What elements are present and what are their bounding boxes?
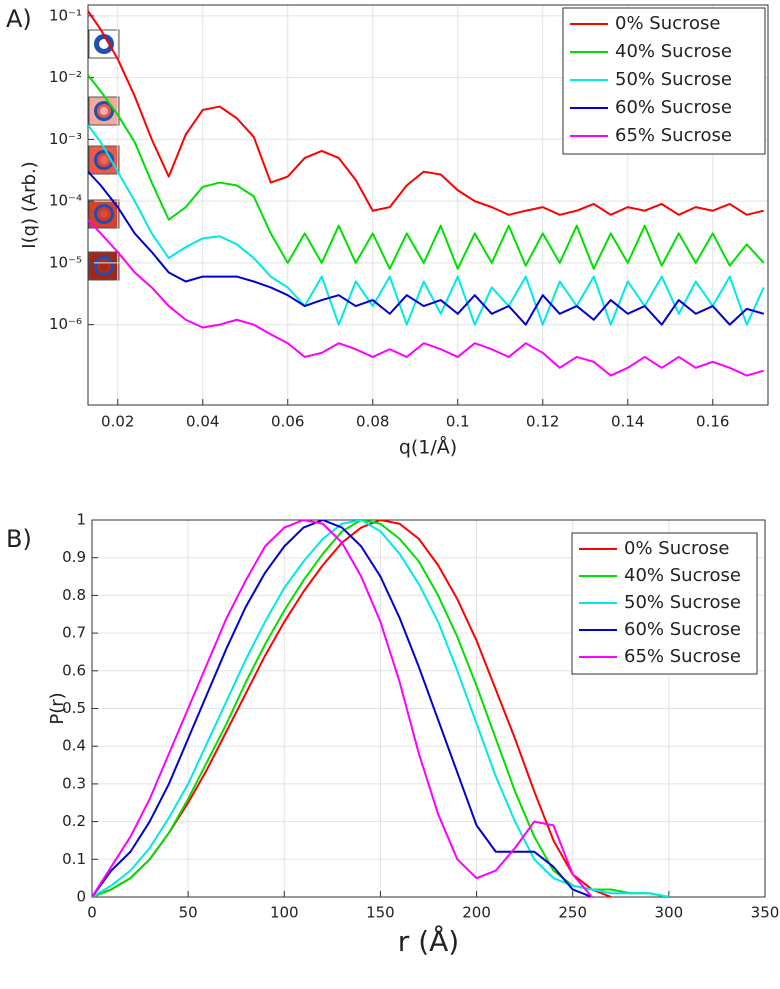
y-axis-label: I(q) (Arb.) (19, 161, 40, 248)
series-line (92, 520, 670, 897)
legend-label: 0% Sucrose (624, 538, 729, 559)
x-tick-label: 0.1 (446, 413, 470, 431)
y-tick-label: 10⁻² (49, 68, 82, 86)
x-tick-label: 150 (366, 904, 395, 922)
series-line (88, 124, 765, 326)
y-tick-label: 0.9 (62, 548, 86, 566)
legend-label: 60% Sucrose (624, 619, 741, 640)
legend-label: 0% Sucrose (615, 13, 720, 34)
x-tick-label: 0.04 (186, 413, 219, 431)
series-line (88, 74, 765, 270)
panel-label: B) (6, 525, 32, 553)
y-tick-label: 1 (76, 511, 86, 529)
y-tick-label: 0 (76, 888, 86, 906)
sample-icons (88, 29, 120, 281)
x-tick-label: 0.06 (271, 413, 304, 431)
series-line (88, 10, 764, 216)
x-tick-label: 0.02 (101, 413, 134, 431)
x-tick-label: 0.16 (696, 413, 729, 431)
y-tick-label: 10⁻¹ (49, 6, 82, 24)
x-tick-label: 0.12 (526, 413, 559, 431)
y-tick-label: 0.7 (62, 624, 86, 642)
y-tick-label: 0.8 (62, 586, 86, 604)
x-tick-label: 200 (462, 904, 491, 922)
plot-frame (87, 4, 769, 406)
x-tick-label: 350 (751, 904, 780, 922)
x-tick-label: 0.08 (356, 413, 389, 431)
y-tick-label: 0.2 (62, 812, 86, 830)
plot-area (92, 520, 670, 897)
x-tick-label: 300 (655, 904, 684, 922)
panel-label: A) (6, 5, 32, 33)
y-tick-label: 0.6 (62, 661, 86, 679)
legend-label: 40% Sucrose (624, 565, 741, 586)
x-tick-label: 50 (179, 904, 198, 922)
series-line (88, 170, 765, 326)
y-tick-label: 0.4 (62, 737, 86, 755)
x-axis-label: q(1/Å) (399, 436, 457, 459)
series-line (92, 520, 593, 897)
y-tick-label: 10⁻³ (49, 130, 82, 148)
y-tick-label: 0.5 (62, 699, 86, 717)
plot-area (88, 10, 765, 377)
series-line (88, 219, 765, 377)
y-tick-label: 0.1 (62, 850, 86, 868)
y-axis-label: P(r) (47, 692, 68, 724)
legend-label: 65% Sucrose (624, 646, 741, 667)
series-line (92, 520, 593, 897)
x-tick-label: 250 (558, 904, 587, 922)
plot-frame (91, 519, 766, 898)
y-tick-label: 10⁻⁶ (49, 315, 82, 333)
legend-label: 65% Sucrose (615, 125, 732, 146)
x-axis-label: r (Å) (398, 924, 459, 958)
legend-label: 60% Sucrose (615, 97, 732, 118)
legend-label: 40% Sucrose (615, 41, 732, 62)
y-tick-label: 10⁻⁵ (49, 253, 82, 271)
x-tick-label: 100 (270, 904, 299, 922)
x-tick-label: 0 (87, 904, 97, 922)
legend-label: 50% Sucrose (615, 69, 732, 90)
x-tick-label: 0.14 (611, 413, 644, 431)
y-tick-label: 0.3 (62, 774, 86, 792)
y-tick-label: 10⁻⁴ (49, 192, 82, 210)
legend-label: 50% Sucrose (624, 592, 741, 613)
